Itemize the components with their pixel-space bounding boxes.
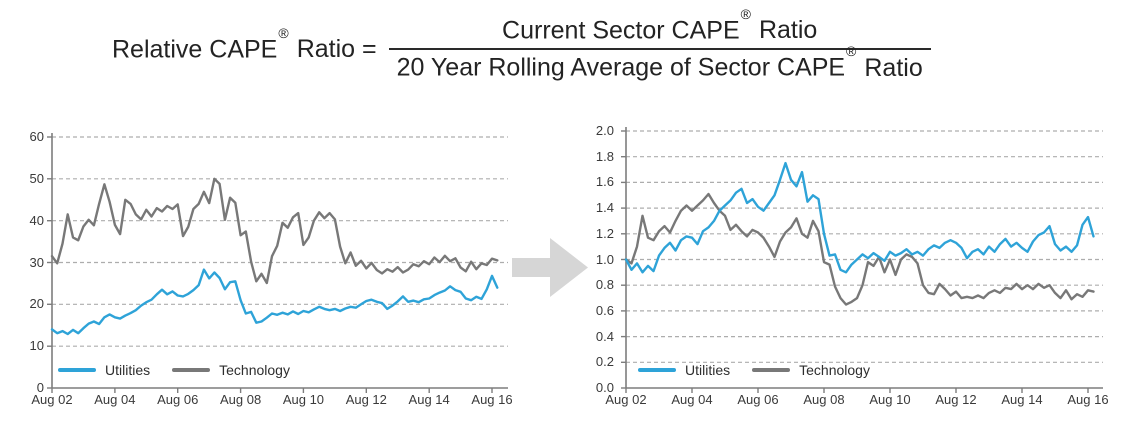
formula-numerator: Current Sector CAPE® Ratio <box>494 6 825 45</box>
y-tick-label: 0.8 <box>595 277 614 293</box>
x-tick-label: Aug 14 <box>1001 392 1043 407</box>
x-tick-label: Aug 04 <box>671 392 713 407</box>
fraction-bar <box>388 48 931 51</box>
registered-trademark-icon: ® <box>740 6 751 22</box>
y-tick-label: 30 <box>29 254 44 270</box>
relative-cape-formula: Relative CAPE®Ratio = Current Sector CAP… <box>112 6 931 83</box>
legend-line-swatch <box>172 368 211 372</box>
x-tick-label: Aug 16 <box>1067 392 1109 407</box>
legend: Utilities Technology <box>638 362 892 378</box>
x-tick-label: Aug 04 <box>94 392 136 407</box>
legend: Utilities Technology <box>58 362 312 378</box>
x-tick-label: Aug 16 <box>471 392 513 407</box>
y-tick-label: 0 <box>36 380 44 395</box>
utilities-series-line <box>50 268 499 336</box>
registered-trademark-icon: ® <box>278 24 289 41</box>
legend-label: Technology <box>219 362 290 378</box>
legend-entry-technology: Technology <box>172 362 290 378</box>
formula-lhs: Relative CAPE® Ratio = <box>112 25 377 64</box>
legend-entry-utilities: Utilities <box>58 362 150 378</box>
registered-trademark-icon: ® <box>846 43 857 60</box>
legend-label: Technology <box>799 362 870 378</box>
denominator-text: 20 Year Rolling Average of Sector CAPE <box>396 53 846 82</box>
relative-cape-ratio-chart: 0.0 0.2 0.4 0.6 0.8 1.0 1.2 1.4 1.6 1.8 2.0 Aug 02 A… <box>560 120 1130 440</box>
legend-line-swatch <box>58 368 96 372</box>
utilities-series-line <box>624 161 1095 274</box>
y-tick-label: 1.0 <box>595 251 614 267</box>
formula-lhs-text: Relative CAPE <box>112 34 278 63</box>
x-tick-label: Aug 02 <box>31 392 73 407</box>
formula-lhs-tail: Ratio = <box>296 34 377 63</box>
sector-cape-ratio-chart-canvas <box>47 133 508 393</box>
y-tick-label: 60 <box>29 129 44 144</box>
x-tick-label: Aug 14 <box>408 392 450 407</box>
formula-fraction: Current Sector CAPE®Ratio 20 Year Rollin… <box>388 6 931 83</box>
legend-label: Utilities <box>105 362 151 378</box>
y-tick-label: 40 <box>29 212 44 228</box>
numerator-text: Current Sector CAPE <box>502 16 740 45</box>
x-tick-label: Aug 02 <box>605 392 647 407</box>
numerator-tail: Ratio <box>758 16 818 45</box>
y-tick-label: 10 <box>29 338 44 354</box>
y-tick-label: 0.6 <box>595 302 614 318</box>
y-tick-label: 0.2 <box>595 354 614 370</box>
formula-denominator: 20 Year Rolling Average of Sector CAPE® R… <box>389 43 931 82</box>
y-tick-label: 0.0 <box>595 380 614 395</box>
x-tick-label: Aug 06 <box>157 392 199 407</box>
x-tick-label: Aug 08 <box>219 392 262 407</box>
technology-series-line <box>50 177 499 285</box>
y-tick-label: 1.8 <box>595 148 614 164</box>
y-tick-label: 1.4 <box>595 200 614 216</box>
y-tick-label: 0.4 <box>595 328 614 344</box>
x-tick-label: Aug 12 <box>935 392 977 407</box>
y-tick-label: 2.0 <box>595 123 614 138</box>
y-tick-label: 50 <box>29 170 44 186</box>
relative-cape-ratio-chart-canvas <box>621 127 1103 393</box>
x-tick-label: Aug 10 <box>869 392 911 407</box>
legend-label: Utilities <box>685 362 731 378</box>
legend-line-swatch <box>752 368 791 372</box>
x-tick-label: Aug 06 <box>737 392 779 407</box>
sector-cape-ratio-chart: 0 10 20 30 40 50 60 Aug 02 Aug 04 Aug 06 Aug 08 Aug… <box>0 120 520 440</box>
x-tick-label: Aug 12 <box>345 392 387 407</box>
y-tick-label: 1.6 <box>595 174 614 190</box>
legend-entry-technology: Technology <box>752 362 870 378</box>
y-tick-label: 20 <box>29 296 44 312</box>
denominator-tail: Ratio <box>864 53 923 82</box>
x-tick-label: Aug 08 <box>803 392 845 407</box>
y-tick-label: 1.2 <box>595 225 614 241</box>
legend-line-swatch <box>638 368 676 372</box>
technology-series-line <box>624 192 1095 306</box>
x-tick-label: Aug 10 <box>282 392 325 407</box>
legend-entry-utilities: Utilities <box>638 362 730 378</box>
